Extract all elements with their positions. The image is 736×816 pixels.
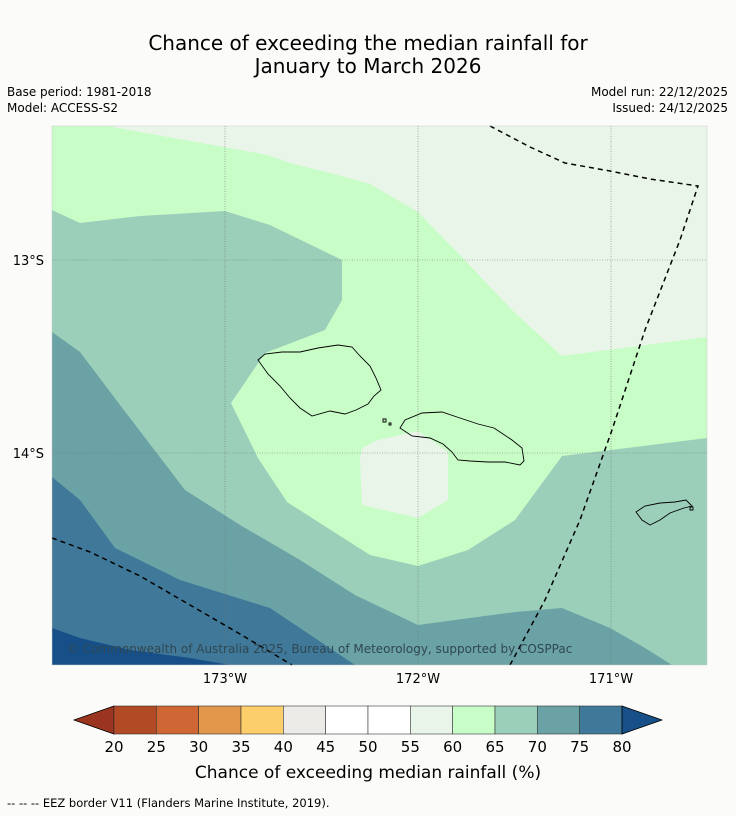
issued-date: Issued: 24/12/2025 [612, 101, 728, 115]
colorbar-bin-65-70 [494, 705, 538, 735]
colorbar-bin-20-25 [113, 705, 157, 735]
map-frame [51, 125, 708, 666]
graticule [52, 126, 707, 665]
colorbar-tick-70: 70 [528, 738, 547, 756]
colorbar-extend-high [621, 705, 664, 735]
zone-70-75 [52, 332, 672, 665]
title-line-1: Chance of exceeding the median rainfall … [148, 31, 588, 55]
probability-fields [52, 126, 707, 665]
colorbar-bin-40-45 [283, 705, 326, 735]
meta-left: Base period: 1981-2018 Model: ACCESS-S2 [7, 84, 152, 116]
base-period: Base period: 1981-2018 [7, 85, 152, 99]
map-title: Chance of exceeding the median rainfall … [0, 32, 736, 78]
colorbar-tick-40: 40 [274, 738, 293, 756]
upolu-island-outline [399, 411, 525, 466]
apolima-islet-outline [388, 422, 392, 426]
colorbar-tick-65: 65 [485, 738, 504, 756]
eez-border-north [489, 125, 699, 666]
eez-footnote: -- -- -- EEZ border V11 (Flanders Marine… [7, 796, 330, 810]
colorbar-tick-55: 55 [401, 738, 420, 756]
meta-right: Model run: 22/12/2025 Issued: 24/12/2025 [591, 84, 728, 116]
lat-label-14s: 14°S [13, 447, 44, 462]
eez-borders [51, 125, 699, 666]
colorbar-tick-labels: 20 25 30 35 40 45 50 55 60 65 70 75 80 [104, 738, 631, 756]
colorbar-bin-50-55 [367, 705, 411, 735]
title-line-2: January to March 2026 [254, 54, 482, 78]
model-name: Model: ACCESS-S2 [7, 101, 119, 115]
colorbar-bin-55-60 [410, 705, 453, 735]
colorbar-tick-50: 50 [358, 738, 377, 756]
colorbar-extend-low [72, 705, 115, 735]
lat-label-13s: 13°S [13, 254, 44, 269]
zone-above-80 [52, 628, 230, 665]
aunuu-islet-outline [689, 506, 694, 511]
colorbar-label: Chance of exceeding median rainfall (%) [195, 763, 541, 783]
colorbar-bin-60-65 [452, 705, 496, 735]
zone-55-60-patch [360, 431, 448, 518]
colorbar-tick-60: 60 [443, 738, 462, 756]
colorbar-bin-30-35 [198, 705, 242, 735]
colorbar-tick-25: 25 [147, 738, 166, 756]
colorbar-tick-35: 35 [231, 738, 250, 756]
colorbar-tick-20: 20 [104, 738, 123, 756]
manono-islet-outline [382, 418, 387, 423]
colorbar-tick-75: 75 [570, 738, 589, 756]
tutuila-island-outline [635, 499, 693, 526]
colorbar-bin-35-40 [240, 705, 284, 735]
colorbar-bin-45-50 [325, 705, 369, 735]
model-run: Model run: 22/12/2025 [590, 85, 728, 99]
colorbar-bin-25-30 [156, 705, 199, 735]
zone-75-80 [52, 477, 355, 665]
lon-label-172w: 172°W [396, 672, 440, 687]
colorbar [72, 705, 664, 735]
savaii-island-outline [257, 344, 382, 417]
lon-label-171w: 171°W [589, 672, 633, 687]
colorbar-bin-70-75 [537, 705, 580, 735]
coastlines [257, 344, 694, 526]
colorbar-tick-30: 30 [189, 738, 208, 756]
copyright-text: © Commonwealth of Australia 2025, Bureau… [67, 642, 572, 656]
colorbar-tick-45: 45 [316, 738, 335, 756]
lon-label-173w: 173°W [203, 672, 247, 687]
colorbar-tick-80: 80 [612, 738, 631, 756]
colorbar-bin-75-80 [579, 705, 623, 735]
